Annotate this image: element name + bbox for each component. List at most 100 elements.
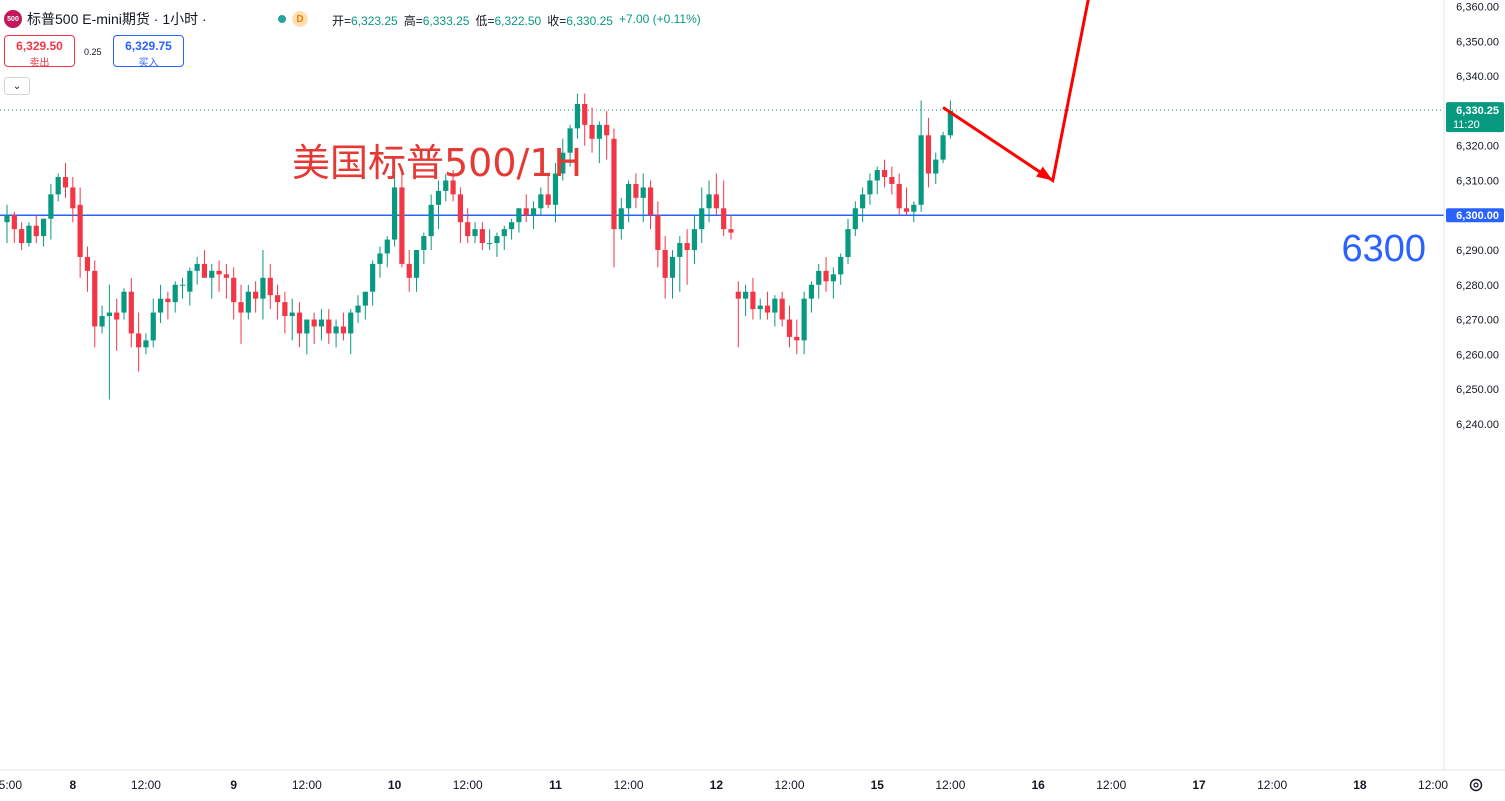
time-tick-label: 17 <box>1192 778 1206 792</box>
candle-body <box>604 124 610 136</box>
candle-body <box>253 291 259 299</box>
time-tick-label: 12:00 <box>1096 778 1126 792</box>
candle-body <box>508 222 515 230</box>
candle-body <box>55 177 61 195</box>
candle-body <box>362 291 368 306</box>
gear-icon[interactable] <box>1469 778 1483 792</box>
candle-body <box>596 124 602 139</box>
candle-body <box>106 312 112 317</box>
time-tick-label: 16 <box>1031 778 1045 792</box>
candle-body <box>77 204 83 257</box>
candle-body <box>874 170 880 181</box>
candle-body <box>157 298 164 313</box>
candle-body <box>465 222 471 237</box>
candle-body <box>494 236 500 244</box>
candle-body <box>99 316 105 327</box>
level-lines-layer <box>0 109 1444 216</box>
time-tick-label: 8 <box>69 778 76 792</box>
price-tick-label: 6,280.00 <box>1456 280 1499 292</box>
candle-body <box>121 291 127 313</box>
price-tick-label: 6,290.00 <box>1456 245 1499 257</box>
candle-body <box>721 208 727 230</box>
candle-body <box>567 128 573 153</box>
delayed-data-badge[interactable]: D <box>292 11 308 27</box>
time-axis[interactable]: 15:00 8 12:00 9 12:00 10 12:00 11 12:00 12 12:00 15… <box>0 769 1505 792</box>
symbol-title[interactable]: 标普500 E-mini期货 · 1小时 · <box>27 11 207 27</box>
candle-body <box>318 319 325 327</box>
candle-body <box>40 218 47 237</box>
time-tick-label: 12:00 <box>1418 778 1448 792</box>
level-annotation-6300: 6300 <box>1341 228 1426 270</box>
candle-body <box>216 270 222 275</box>
candle-body <box>647 187 654 216</box>
candle-body <box>852 208 858 230</box>
candle-body <box>933 159 939 174</box>
candle-body <box>245 291 251 313</box>
candle-body <box>172 284 178 303</box>
candle-body <box>618 208 624 230</box>
candle-body <box>764 305 771 313</box>
symbol-header[interactable]: 500 标普500 E-mini期货 · 1小时 · <box>4 9 207 29</box>
gear-icon-hub <box>1473 782 1479 788</box>
price-axis[interactable]: 6,240.00 6,250.00 6,260.00 6,270.00 6,280.00… <box>1443 0 1505 770</box>
candle-body <box>662 250 668 278</box>
candle-body <box>501 229 507 237</box>
candle-body <box>538 194 544 209</box>
sell-price: 6,329.50 <box>16 39 63 53</box>
time-tick-label: 10 <box>388 778 402 792</box>
candle-body <box>772 298 778 313</box>
buy-button[interactable]: 6,329.75 买入 <box>113 35 184 69</box>
candle-body <box>274 295 281 303</box>
candle-body <box>238 302 244 313</box>
candle-body <box>560 152 566 174</box>
candle-body <box>816 270 822 285</box>
gear-icon-ring <box>1469 778 1483 792</box>
ohlc-value: 6,322.50 <box>494 14 542 28</box>
chevron-down-icon: ⌄ <box>12 80 22 92</box>
candle-body <box>903 208 910 212</box>
bar-countdown: 11:20 <box>1453 119 1480 131</box>
candle-body <box>808 284 815 299</box>
candle-body <box>669 256 676 278</box>
candle-body <box>479 229 485 244</box>
candle-body <box>19 229 25 244</box>
ohlc-item: 收=6,330.25 <box>547 12 613 29</box>
candle-body <box>677 243 683 257</box>
candle-body <box>304 319 310 334</box>
candle-body <box>150 312 156 341</box>
candle-body <box>684 243 690 250</box>
candle-body <box>750 291 756 310</box>
ohlc-item: 高=6,333.25 <box>404 12 470 29</box>
candle-body <box>92 270 98 327</box>
projection-arrows-layer <box>942 0 1090 183</box>
candle-body <box>370 263 376 292</box>
ohlc-item: 开=6,323.25 <box>332 12 398 29</box>
ohlc-value: 6,333.25 <box>422 14 470 28</box>
ohlc-key: 收= <box>547 14 567 28</box>
candle-body <box>399 187 405 264</box>
ohlc-values: 开=6,323.25 高=6,333.25 低=6,322.50 收=6,330.25… <box>332 12 701 29</box>
projection-path <box>942 0 1090 183</box>
ohlc-value: +7.00 (+0.11%) <box>618 12 701 26</box>
candle-body <box>391 187 398 240</box>
candle-body <box>4 215 10 223</box>
level-tag-6300 <box>1446 208 1504 223</box>
collapse-button[interactable]: ⌄ <box>4 77 30 95</box>
candle-body <box>911 204 917 212</box>
candle-body <box>413 250 420 278</box>
candle-body <box>187 270 193 292</box>
candle-body <box>655 215 661 250</box>
price-tick-label: 6,350.00 <box>1456 36 1499 48</box>
candle-body <box>136 333 142 348</box>
candle-body <box>523 208 529 216</box>
candle-body <box>333 326 339 334</box>
chart-title-annotation: 美国标普500/1H <box>292 141 582 185</box>
candle-body <box>326 319 332 334</box>
candle-body <box>84 256 91 271</box>
sell-button[interactable]: 6,329.50 卖出 <box>4 35 75 69</box>
candle-body <box>691 229 698 250</box>
candle-body <box>450 180 456 195</box>
candle-body <box>421 236 427 250</box>
candle-body <box>340 326 346 334</box>
